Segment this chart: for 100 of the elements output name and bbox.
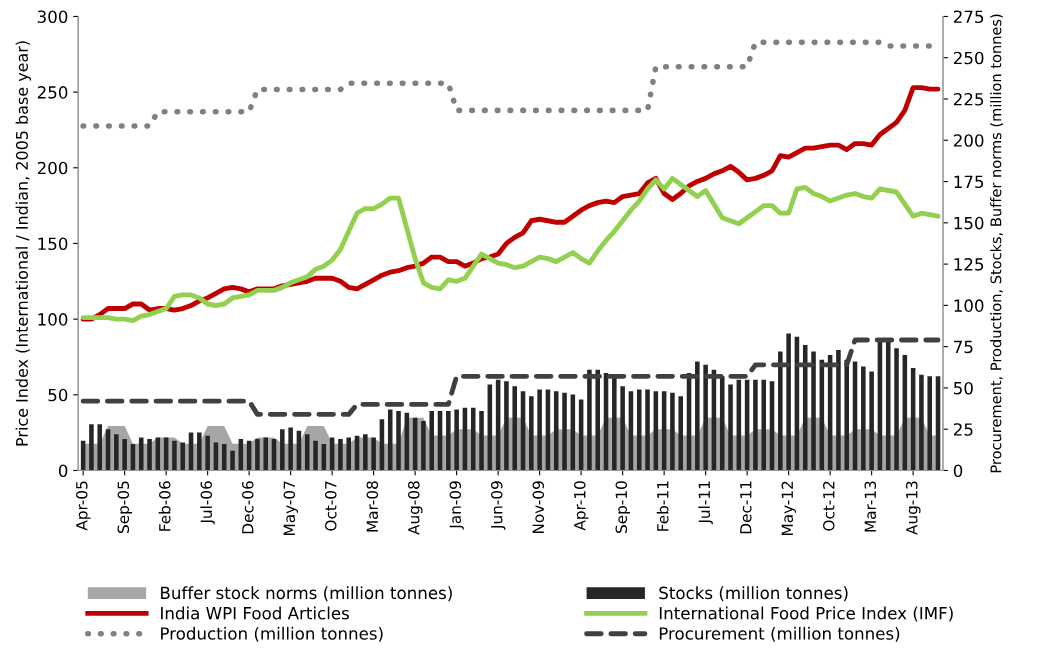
bar	[138, 437, 144, 471]
x-tick-label: Aug-08	[408, 481, 423, 535]
bar	[180, 442, 186, 471]
bar	[97, 424, 103, 471]
y2-tick-label: 75	[954, 340, 973, 354]
bar	[595, 369, 601, 471]
y2-tick-label: 250	[953, 51, 984, 65]
x-tick-label: Aug-13	[906, 481, 921, 535]
bar	[122, 439, 127, 471]
x-tick-label: Apr-10	[574, 481, 589, 531]
bar	[255, 439, 260, 471]
bar	[479, 411, 484, 471]
bar	[147, 439, 152, 471]
x-tick-label: Oct-07	[325, 481, 337, 531]
bar	[387, 409, 393, 471]
bar	[470, 407, 476, 471]
bar	[587, 369, 592, 471]
bar	[371, 437, 376, 471]
bar	[719, 376, 725, 471]
y-tick-label: 100	[38, 313, 68, 326]
x-tick-label: Feb-06	[158, 481, 171, 531]
legend-label: Procurement (million tonnes)	[659, 626, 900, 642]
bar	[454, 409, 459, 471]
y-tick-label: 50	[48, 388, 68, 402]
y-tick-label: 200	[37, 161, 68, 175]
bar	[612, 378, 617, 471]
y2-tick-label: 225	[953, 92, 984, 106]
legend-label: Buffer stock norms (million tonnes)	[161, 586, 452, 602]
legend-label: International Food Price Index (IMF)	[659, 606, 953, 622]
x-tick-label: Mar-08	[366, 481, 379, 532]
bar	[537, 389, 542, 471]
bar	[844, 359, 850, 471]
y-axis-title: Price Index (International / Indian, 2005 base year)	[15, 41, 32, 446]
x-tick-label: Apr-05	[76, 481, 91, 531]
x-tick-label: May-07	[283, 481, 299, 535]
y-tick-label: 300	[37, 10, 68, 24]
bar	[645, 389, 650, 471]
bar	[197, 432, 202, 471]
bar	[703, 364, 708, 471]
bar	[636, 389, 642, 471]
bar	[172, 440, 177, 471]
bar	[562, 392, 567, 471]
bar	[338, 439, 343, 471]
x-tick-label: Jan-09	[449, 481, 464, 530]
bar	[280, 429, 285, 471]
x-tick-label: Jun-09	[491, 481, 506, 530]
bar	[836, 349, 841, 471]
bar	[313, 440, 318, 471]
bar	[728, 384, 733, 471]
bar	[753, 379, 758, 471]
y2-tick-label: 0	[953, 464, 963, 478]
bar	[89, 424, 94, 471]
x-tick-label: May-12	[781, 481, 797, 535]
y-tick-label: 150	[38, 237, 68, 251]
y2-tick-label: 175	[954, 175, 984, 189]
bar	[885, 341, 891, 471]
y2-tick-label: 100	[954, 299, 984, 312]
bar	[869, 371, 874, 471]
bar	[927, 376, 933, 471]
bar	[446, 411, 451, 471]
bar	[429, 411, 435, 471]
bar	[363, 434, 368, 471]
x-tick-label: Mar-13	[864, 481, 877, 532]
legend-label: India WPI Food Articles	[161, 606, 349, 620]
bar	[670, 392, 675, 471]
bar	[529, 396, 534, 471]
x-tick-label: Dec-06	[242, 481, 254, 534]
x-tick-label: Dec-11	[740, 481, 752, 534]
bar	[504, 381, 509, 471]
y2-tick-label: 50	[954, 381, 973, 395]
bar	[802, 345, 808, 471]
bar	[786, 333, 791, 471]
x-tick-label: Feb-11	[656, 481, 669, 531]
bar	[304, 434, 310, 471]
x-tick-label: Oct-12	[823, 481, 835, 531]
bar	[205, 435, 210, 471]
bar	[861, 366, 866, 471]
bar	[695, 361, 700, 471]
bar	[396, 411, 401, 471]
y2-tick-label: 275	[953, 10, 984, 24]
bar	[811, 351, 816, 471]
bar	[114, 434, 119, 471]
legend-label: Stocks (million tonnes)	[659, 586, 848, 602]
bar	[221, 444, 227, 471]
y2-tick-label: 200	[953, 134, 984, 147]
bar	[346, 437, 352, 471]
y2-axis-title: Procurement, Production, Stocks, Buffer norms (million tonnes)	[990, 14, 1004, 473]
bar	[919, 374, 924, 471]
x-tick-label: Jul-06	[200, 481, 215, 525]
bar	[263, 437, 269, 471]
y2-tick-label: 150	[954, 216, 984, 230]
line-series	[80, 337, 941, 417]
bar	[778, 351, 783, 471]
line-series	[80, 175, 941, 324]
y-tick-label: 250	[37, 86, 68, 99]
legend-label: Production (million tonnes)	[161, 626, 383, 642]
x-tick-label: Nov-09	[532, 481, 545, 534]
y2-tick-label: 25	[953, 423, 973, 436]
bar	[894, 348, 899, 471]
bar	[288, 427, 293, 471]
